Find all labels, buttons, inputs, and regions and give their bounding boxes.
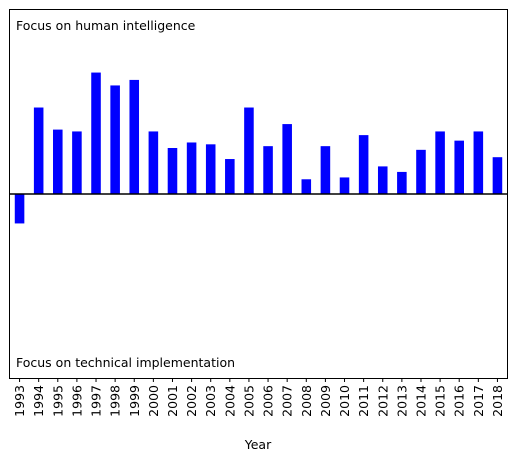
x-tick-label: 2006 — [261, 385, 276, 417]
bar-2001 — [167, 148, 178, 194]
x-tick-label: 1993 — [12, 385, 27, 417]
x-tick-label: 1995 — [50, 385, 65, 417]
bar-2004 — [225, 159, 235, 194]
x-tick-label: 2001 — [165, 385, 180, 417]
x-tick-label: 1998 — [108, 385, 123, 417]
bar-1999 — [129, 79, 140, 194]
x-tick-label: 2008 — [299, 385, 314, 417]
x-axis-label: Year — [244, 437, 272, 452]
x-tick-label: 2014 — [413, 385, 428, 417]
x-tick-label: 2000 — [146, 385, 161, 417]
bar-2006 — [263, 146, 273, 194]
x-tick-label: 2011 — [356, 385, 371, 417]
bar-2011 — [358, 135, 369, 194]
x-tick-label: 2013 — [394, 385, 409, 417]
x-tick-label: 2005 — [241, 385, 256, 417]
bar-2014 — [416, 149, 426, 194]
bar-2012 — [377, 166, 388, 194]
bar-2002 — [186, 142, 197, 194]
annotation-top: Focus on human intelligence — [16, 18, 196, 33]
bar-2015 — [435, 131, 445, 194]
x-tick-label: 2016 — [452, 385, 467, 417]
x-tick-label: 1994 — [31, 385, 46, 417]
bar-1995 — [53, 129, 63, 194]
x-tick-label: 2002 — [184, 385, 199, 417]
bar-2013 — [397, 171, 407, 194]
bar-2003 — [205, 144, 216, 194]
bar-2010 — [339, 177, 350, 194]
bar-1997 — [91, 72, 101, 194]
x-tick-label: 2015 — [433, 385, 448, 417]
x-tick-label: 2007 — [280, 385, 295, 417]
bar-2017 — [473, 131, 484, 194]
plot-frame — [9, 9, 508, 379]
bar-1998 — [110, 85, 120, 194]
bar-2008 — [301, 179, 312, 194]
x-tick-label: 2003 — [203, 385, 218, 417]
bar-2016 — [454, 140, 464, 194]
bar-1994 — [33, 107, 44, 194]
x-tick-label: 2004 — [222, 385, 237, 417]
bar-2009 — [320, 146, 331, 194]
bar-1996 — [72, 131, 82, 194]
bars-group — [14, 72, 503, 224]
x-tick-label: 2010 — [337, 385, 352, 417]
bar-2000 — [148, 131, 159, 194]
x-tick-label: 2009 — [318, 385, 333, 417]
x-tick-label: 1999 — [127, 385, 142, 417]
x-tick-label: 1997 — [89, 385, 104, 417]
x-tick-label: 2018 — [490, 385, 505, 417]
x-tick-label: 2017 — [471, 385, 486, 417]
bar-2005 — [244, 107, 254, 194]
bar-2007 — [282, 124, 292, 194]
x-ticks-group: 1993 1994 1995 1996 1997 1998 1999 2000 2001 2002… — [12, 378, 505, 417]
bar-2018 — [492, 157, 503, 194]
x-tick-label: 2012 — [375, 385, 390, 417]
annotation-bottom: Focus on technical implementation — [16, 355, 235, 370]
x-tick-label: 1996 — [69, 385, 84, 417]
bar-1993 — [14, 194, 25, 224]
